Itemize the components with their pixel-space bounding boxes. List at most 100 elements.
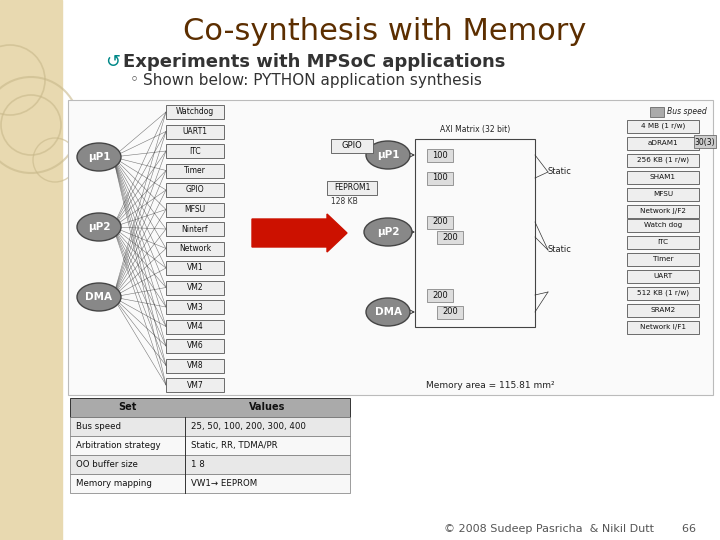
Text: 128 KB: 128 KB: [330, 197, 357, 206]
Text: Network: Network: [179, 244, 211, 253]
Text: VM1: VM1: [186, 264, 203, 273]
Ellipse shape: [364, 218, 412, 246]
Bar: [327, 181, 377, 195]
Text: VM2: VM2: [186, 283, 203, 292]
Bar: [627, 235, 699, 248]
Bar: [70, 417, 350, 436]
Bar: [68, 100, 713, 395]
Bar: [166, 125, 224, 138]
Text: Arbitration strategy: Arbitration strategy: [76, 441, 161, 450]
Text: Watch dog: Watch dog: [644, 222, 682, 228]
Bar: [331, 139, 373, 153]
Bar: [166, 261, 224, 275]
Text: © 2008 Sudeep Pasricha  & Nikil Dutt        66: © 2008 Sudeep Pasricha & Nikil Dutt 66: [444, 524, 696, 534]
Text: ITC: ITC: [657, 239, 669, 245]
Text: Shown below: PYTHON application synthesis: Shown below: PYTHON application synthesi…: [143, 72, 482, 87]
Text: Co-synthesis with Memory: Co-synthesis with Memory: [184, 17, 587, 46]
Bar: [627, 303, 699, 316]
Text: Memory mapping: Memory mapping: [76, 479, 152, 488]
Ellipse shape: [366, 298, 410, 326]
Bar: [437, 231, 463, 244]
Text: DMA: DMA: [374, 307, 402, 317]
Text: SHAM1: SHAM1: [650, 174, 676, 180]
Text: 25, 50, 100, 200, 300, 400: 25, 50, 100, 200, 300, 400: [191, 422, 306, 431]
Bar: [70, 455, 350, 474]
Text: DMA: DMA: [86, 292, 112, 302]
Text: GPIO: GPIO: [341, 141, 362, 151]
Text: VM8: VM8: [186, 361, 203, 370]
Bar: [627, 253, 699, 266]
Text: VM7: VM7: [186, 381, 203, 389]
Bar: [627, 153, 699, 166]
Text: Static, RR, TDMA/PR: Static, RR, TDMA/PR: [191, 441, 278, 450]
Bar: [627, 171, 699, 184]
Bar: [70, 398, 350, 417]
Text: Network J/F2: Network J/F2: [640, 208, 686, 214]
Text: MFSU: MFSU: [184, 205, 206, 214]
Bar: [0, 0, 62, 540]
Ellipse shape: [77, 213, 121, 241]
Text: Memory area = 115.81 mm²: Memory area = 115.81 mm²: [426, 381, 554, 389]
Text: aDRAM1: aDRAM1: [648, 140, 678, 146]
Text: ◦: ◦: [130, 72, 139, 87]
Text: Values: Values: [249, 402, 286, 413]
Ellipse shape: [77, 143, 121, 171]
Bar: [166, 144, 224, 158]
Text: μP2: μP2: [88, 222, 110, 232]
Bar: [694, 135, 716, 148]
Text: 200: 200: [442, 307, 458, 316]
Bar: [166, 241, 224, 255]
Ellipse shape: [366, 141, 410, 169]
Bar: [427, 215, 453, 228]
Text: ↺: ↺: [105, 53, 120, 71]
Bar: [627, 119, 699, 132]
Text: VM6: VM6: [186, 341, 203, 350]
Text: VW1→ EEPROM: VW1→ EEPROM: [191, 479, 257, 488]
Text: VM3: VM3: [186, 302, 203, 312]
Text: OO buffer size: OO buffer size: [76, 460, 138, 469]
Bar: [166, 202, 224, 217]
Text: Ninterf: Ninterf: [181, 225, 208, 233]
Bar: [70, 474, 350, 493]
Text: FEPROM1: FEPROM1: [334, 184, 370, 192]
Text: MFSU: MFSU: [653, 191, 673, 197]
Bar: [427, 288, 453, 301]
Bar: [166, 105, 224, 119]
Bar: [627, 321, 699, 334]
Bar: [70, 436, 350, 455]
Text: Experiments with MPSoC applications: Experiments with MPSoC applications: [123, 53, 505, 71]
Bar: [427, 148, 453, 161]
Bar: [627, 137, 699, 150]
Text: AXI Matrix (32 bit): AXI Matrix (32 bit): [440, 125, 510, 134]
Text: UART: UART: [654, 273, 672, 279]
Text: SRAM2: SRAM2: [650, 307, 675, 313]
Text: Set: Set: [118, 402, 137, 413]
Bar: [627, 287, 699, 300]
Text: Network I/F1: Network I/F1: [640, 324, 686, 330]
Text: 256 KB (1 r/w): 256 KB (1 r/w): [637, 157, 689, 163]
Bar: [427, 172, 453, 185]
Bar: [627, 269, 699, 282]
Bar: [166, 339, 224, 353]
Bar: [627, 219, 699, 232]
Text: 200: 200: [442, 233, 458, 241]
Text: Static: Static: [548, 167, 572, 177]
Text: ITC: ITC: [189, 146, 201, 156]
Text: μP1: μP1: [377, 150, 400, 160]
Bar: [166, 222, 224, 236]
Bar: [166, 164, 224, 178]
Bar: [650, 107, 664, 117]
Bar: [627, 187, 699, 200]
Bar: [166, 300, 224, 314]
Bar: [166, 320, 224, 334]
Text: Timer: Timer: [653, 256, 673, 262]
Text: μP1: μP1: [88, 152, 110, 162]
Text: Bus speed: Bus speed: [76, 422, 121, 431]
Text: Bus speed: Bus speed: [667, 107, 707, 117]
Text: Static: Static: [548, 246, 572, 254]
Bar: [415, 139, 535, 327]
Text: Timer: Timer: [184, 166, 206, 175]
Bar: [627, 205, 699, 218]
Text: Watchdog: Watchdog: [176, 107, 214, 117]
Text: 200: 200: [432, 291, 448, 300]
